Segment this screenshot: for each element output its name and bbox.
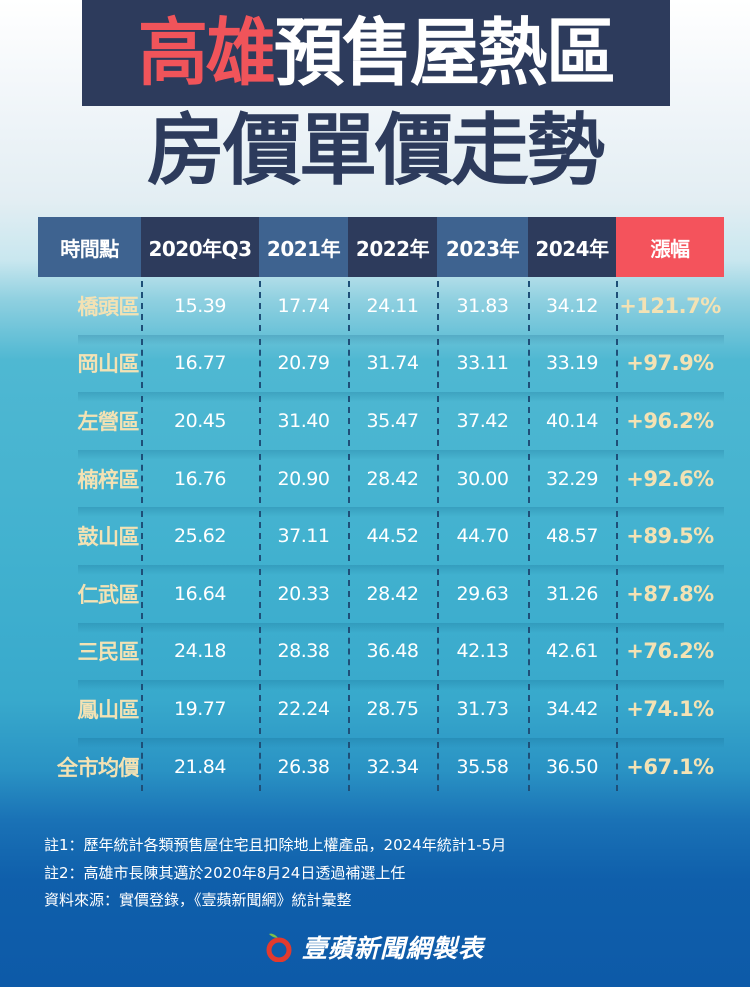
- cell-y2020q3: 21.84: [141, 738, 259, 796]
- cell-y2024: 34.42: [528, 680, 616, 738]
- table-body: 橋頭區 15.39 17.74 24.11 31.83 34.12 +121.7% 岡山區 16…: [38, 277, 724, 795]
- cell-y2024: 48.57: [528, 507, 616, 565]
- cell-y2022: 31.74: [348, 335, 437, 393]
- brand-text: 壹蘋新聞網製表: [301, 934, 484, 963]
- cell-district: 左營區: [77, 409, 140, 434]
- cell-y2022: 35.47: [348, 392, 437, 450]
- cell-y2024: 34.12: [528, 277, 616, 335]
- cell-y2023: 31.73: [437, 680, 528, 738]
- cell-y2024: 33.19: [528, 335, 616, 393]
- cell-district: 仁武區: [77, 582, 140, 607]
- cell-y2021: 17.74: [259, 277, 348, 335]
- cell-district: 鳳山區: [77, 697, 140, 722]
- table-row: 全市均價 21.84 26.38 32.34 35.58 36.50 +67.1%: [38, 737, 724, 796]
- cell-growth: +121.7%: [616, 277, 724, 335]
- table-row: 鳳山區 19.77 22.24 28.75 31.73 34.42 +74.1%: [38, 680, 724, 738]
- cell-y2022: 36.48: [348, 623, 437, 681]
- cell-y2021: 20.79: [259, 335, 348, 393]
- apple-icon: [266, 932, 292, 963]
- cell-growth: +67.1%: [616, 738, 724, 796]
- header-2024: 2024年: [528, 217, 616, 277]
- cell-y2020q3: 16.77: [141, 335, 259, 393]
- cell-y2020q3: 16.64: [141, 565, 259, 623]
- cell-y2022: 24.11: [348, 277, 437, 335]
- note-2: 註2：高雄市長陳其邁於2020年8月24日透過補選上任: [44, 863, 406, 882]
- cell-y2024: 32.29: [528, 450, 616, 508]
- footnotes: 註1：歷年統計各類預售屋住宅且扣除地上權產品，2024年統計1-5月 註2：高雄…: [44, 832, 506, 915]
- cell-y2023: 33.11: [437, 335, 528, 393]
- cell-y2022: 44.52: [348, 507, 437, 565]
- title-highlight: 高雄: [138, 9, 276, 97]
- note-source: 資料來源：實價登錄，《壹蘋新聞網》統計彙整: [44, 891, 352, 909]
- cell-y2023: 31.83: [437, 277, 528, 335]
- cell-growth: +74.1%: [616, 680, 724, 738]
- table-row: 仁武區 16.64 20.33 28.42 29.63 31.26 +87.8%: [38, 564, 724, 623]
- header-2023: 2023年: [437, 217, 528, 277]
- cell-growth: +92.6%: [616, 450, 724, 508]
- cell-y2021: 37.11: [259, 507, 348, 565]
- cell-district: 全市均價: [57, 755, 140, 780]
- cell-y2022: 28.75: [348, 680, 437, 738]
- header-2022: 2022年: [348, 217, 437, 277]
- cell-y2024: 36.50: [528, 738, 616, 796]
- cell-y2020q3: 19.77: [141, 680, 259, 738]
- cell-y2021: 31.40: [259, 392, 348, 450]
- cell-y2020q3: 25.62: [141, 507, 259, 565]
- table-row: 楠梓區 16.76 20.90 28.42 30.00 32.29 +92.6%: [38, 449, 724, 508]
- header-growth: 漲幅: [616, 217, 724, 277]
- table-header-row: 時間點 2020年Q3 2021年 2022年 2023年 2024年 漲幅: [38, 217, 724, 277]
- cell-growth: +89.5%: [616, 507, 724, 565]
- cell-y2023: 30.00: [437, 450, 528, 508]
- header-2021: 2021年: [259, 217, 348, 277]
- cell-y2023: 44.70: [437, 507, 528, 565]
- cell-y2020q3: 24.18: [141, 623, 259, 681]
- cell-y2024: 42.61: [528, 623, 616, 681]
- cell-y2022: 32.34: [348, 738, 437, 796]
- cell-y2021: 20.33: [259, 565, 348, 623]
- cell-district: 岡山區: [77, 352, 140, 377]
- table-row: 三民區 24.18 28.38 36.48 42.13 42.61 +76.2%: [38, 622, 724, 681]
- cell-y2020q3: 16.76: [141, 450, 259, 508]
- cell-growth: +97.9%: [616, 335, 724, 393]
- cell-district: 鼓山區: [77, 525, 140, 550]
- cell-growth: +96.2%: [616, 392, 724, 450]
- header-2020q3: 2020年Q3: [141, 217, 259, 277]
- title-rest: 預售屋熱區: [274, 9, 616, 97]
- cell-y2024: 40.14: [528, 392, 616, 450]
- cell-y2021: 28.38: [259, 623, 348, 681]
- cell-growth: +76.2%: [616, 623, 724, 681]
- table-row: 左營區 20.45 31.40 35.47 37.42 40.14 +96.2%: [38, 392, 724, 450]
- title-banner: 高雄預售屋熱區: [82, 0, 670, 106]
- cell-y2020q3: 15.39: [141, 277, 259, 335]
- cell-district: 橋頭區: [77, 294, 140, 319]
- table-row: 橋頭區 15.39 17.74 24.11 31.83 34.12 +121.7%: [38, 277, 724, 335]
- cell-y2022: 28.42: [348, 450, 437, 508]
- title-line-1: 高雄預售屋熱區: [138, 16, 616, 90]
- cell-y2023: 37.42: [437, 392, 528, 450]
- cell-y2020q3: 20.45: [141, 392, 259, 450]
- cell-y2024: 31.26: [528, 565, 616, 623]
- cell-y2023: 42.13: [437, 623, 528, 681]
- table-row: 鼓山區 25.62 37.11 44.52 44.70 48.57 +89.5%: [38, 507, 724, 565]
- table-row: 岡山區 16.77 20.79 31.74 33.11 33.19 +97.9%: [38, 334, 724, 393]
- cell-y2021: 26.38: [259, 738, 348, 796]
- cell-district: 楠梓區: [77, 467, 140, 492]
- cell-y2023: 35.58: [437, 738, 528, 796]
- cell-y2021: 22.24: [259, 680, 348, 738]
- cell-y2022: 28.42: [348, 565, 437, 623]
- cell-y2023: 29.63: [437, 565, 528, 623]
- subtitle: 房價單價走勢: [146, 106, 605, 196]
- cell-y2021: 20.90: [259, 450, 348, 508]
- cell-district: 三民區: [77, 640, 140, 665]
- cell-growth: +87.8%: [616, 565, 724, 623]
- header-time-point: 時間點: [38, 217, 141, 277]
- note-1: 註1：歷年統計各類預售屋住宅且扣除地上權產品，2024年統計1-5月: [44, 836, 507, 854]
- price-table: 時間點 2020年Q3 2021年 2022年 2023年 2024年 漲幅 橋…: [38, 217, 724, 795]
- brand-footer: 壹蘋新聞網製表: [0, 925, 750, 969]
